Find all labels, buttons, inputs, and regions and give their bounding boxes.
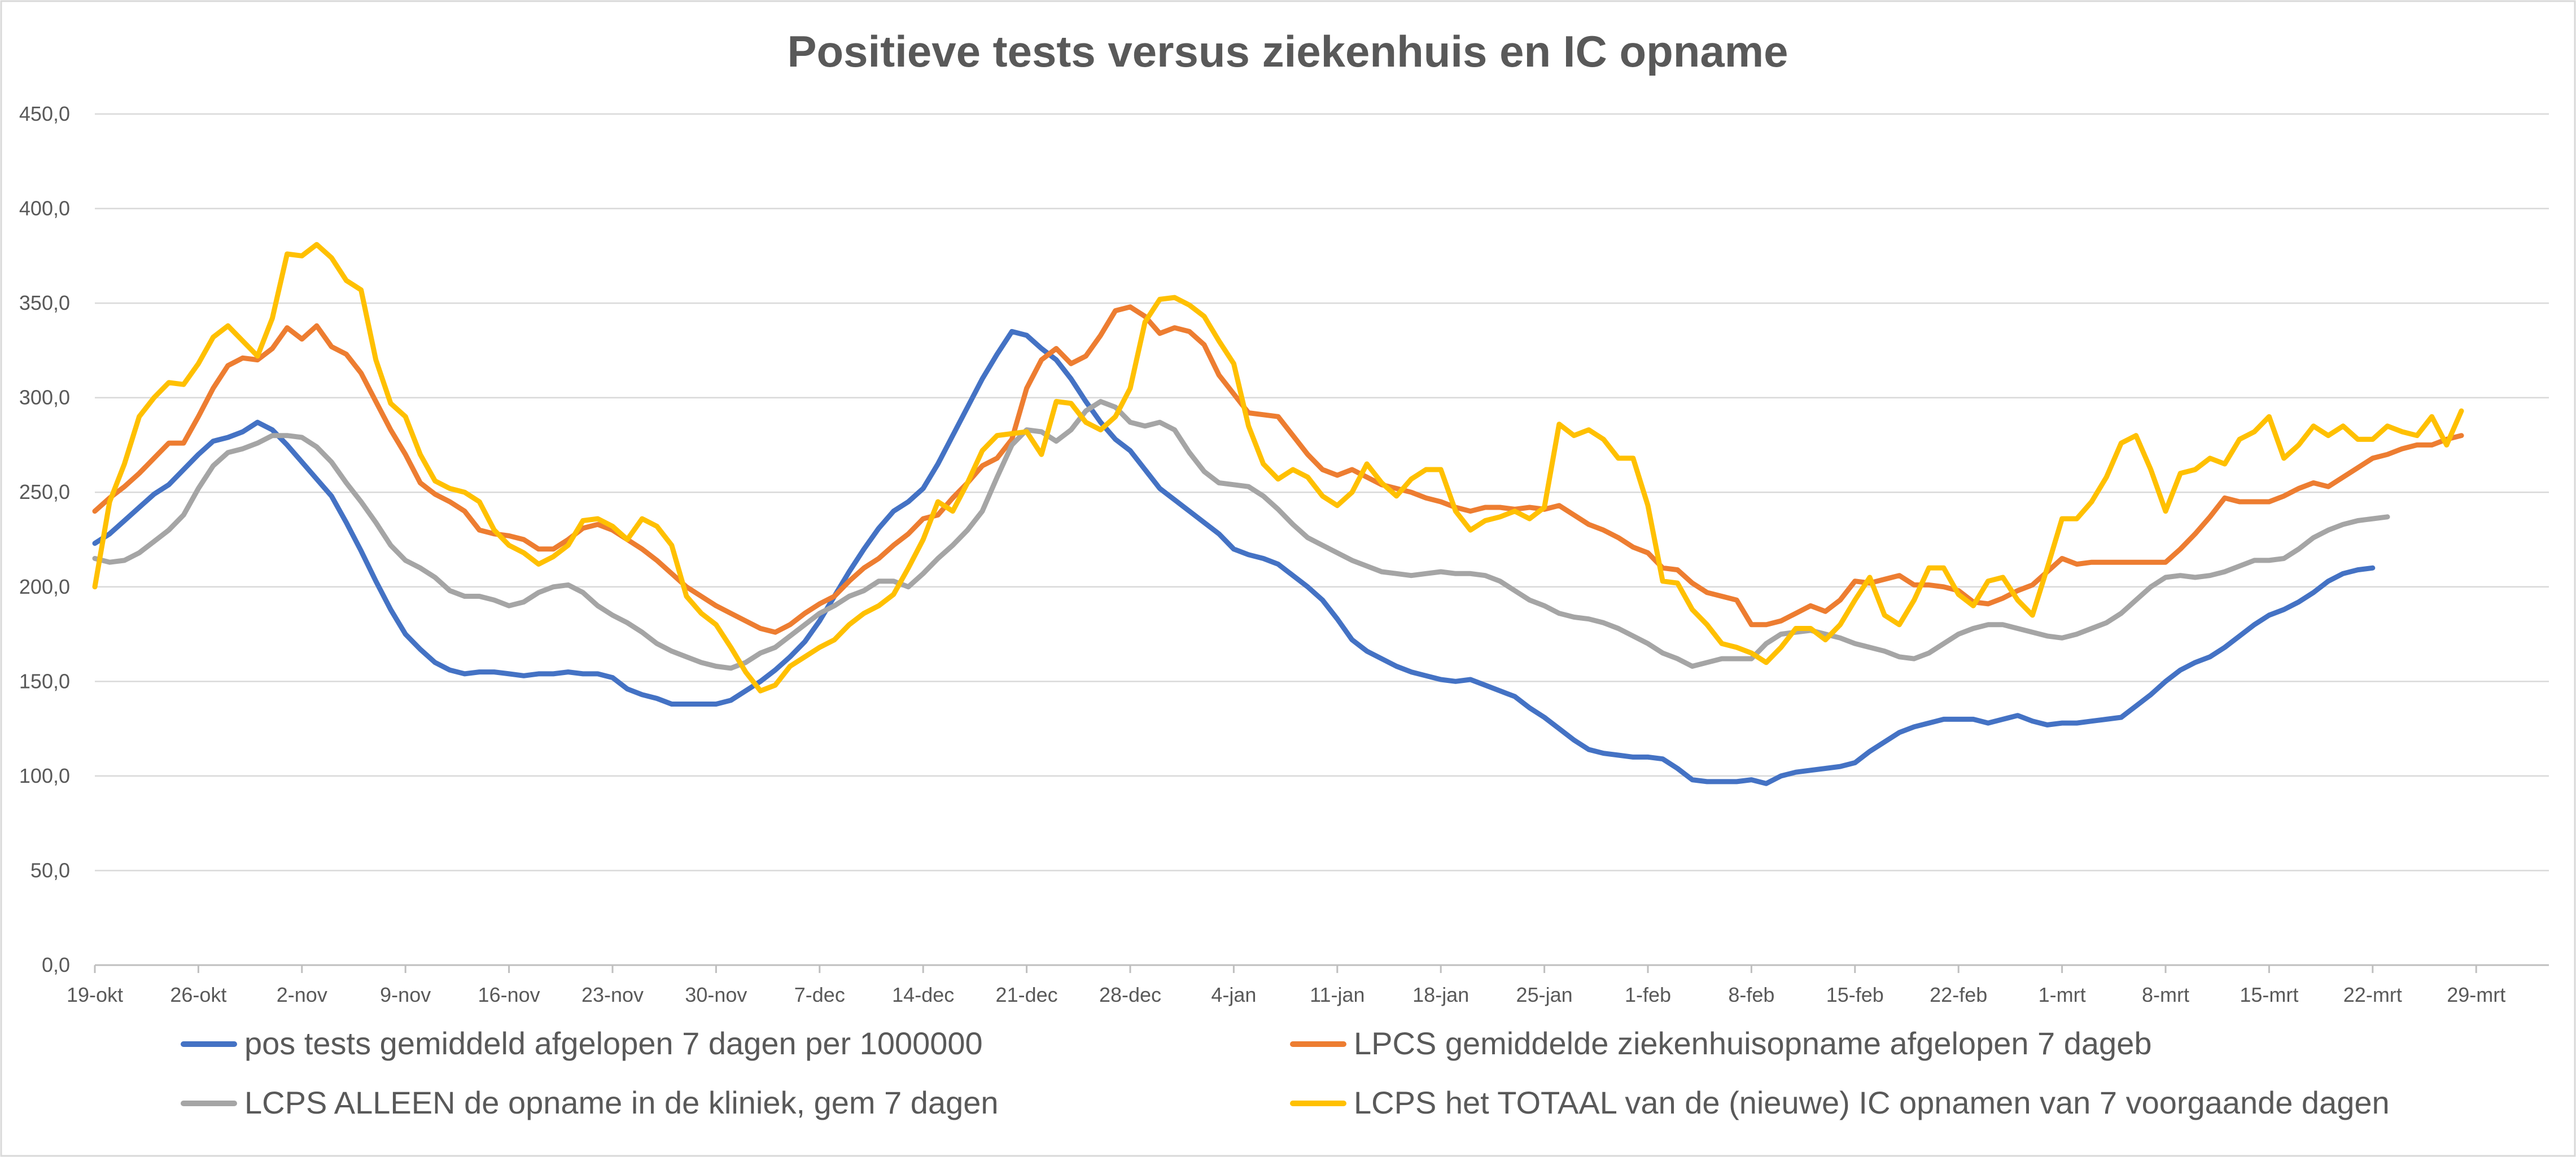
y-axis-tick-labels: 0,0 50,0 100,0 150,0 200,0 250,0 300,0 350,0 400… — [19, 102, 70, 976]
x-tick-label: 11-jan — [1310, 983, 1364, 1006]
series-lines — [92, 242, 2464, 786]
x-tick-label: 22-feb — [1930, 983, 1987, 1006]
y-tick-label: 0,0 — [42, 953, 70, 976]
x-tick-label: 25-jan — [1516, 983, 1573, 1006]
legend: pos tests gemiddeld afgelopen 7 dagen pe… — [181, 1025, 2390, 1120]
gridlines — [95, 113, 2549, 966]
chart-title: Positieve tests versus ziekenhuis en IC … — [787, 27, 1788, 76]
legend-label: pos tests gemiddeld afgelopen 7 dagen pe… — [244, 1025, 983, 1061]
x-tick-label: 30-nov — [685, 983, 747, 1006]
x-tick-label: 15-feb — [1826, 983, 1884, 1006]
series-line-2 — [92, 304, 2464, 635]
x-tick-label: 19-okt — [67, 983, 123, 1006]
y-tick-label: 50,0 — [30, 858, 70, 882]
y-tick-label: 250,0 — [19, 480, 70, 503]
x-tick-label: 16-nov — [478, 983, 540, 1006]
y-tick-label: 300,0 — [19, 386, 70, 409]
x-tick-label: 1-mrt — [2039, 983, 2086, 1006]
x-tick-label: 22-mrt — [2343, 983, 2402, 1006]
x-tick-label: 7-dec — [794, 983, 845, 1006]
y-tick-label: 150,0 — [19, 669, 70, 693]
x-tick-label: 1-feb — [1625, 983, 1671, 1006]
x-tick-label: 26-okt — [170, 983, 226, 1006]
x-tick-label: 8-mrt — [2142, 983, 2189, 1006]
x-tick-label: 15-mrt — [2240, 983, 2298, 1006]
y-tick-label: 400,0 — [19, 197, 70, 220]
series-line-3 — [92, 398, 2390, 671]
x-tick-label: 8-feb — [1728, 983, 1774, 1006]
x-tick-label: 29-mrt — [2447, 983, 2505, 1006]
x-tick-label: 9-nov — [380, 983, 431, 1006]
x-tick-label: 18-jan — [1412, 983, 1469, 1006]
series-line-4 — [92, 242, 2464, 694]
x-tick-label: 2-nov — [277, 983, 327, 1006]
legend-label: LCPS het TOTAAL van de (nieuwe) IC opnam… — [1354, 1085, 2390, 1120]
x-tick-label: 14-dec — [892, 983, 954, 1006]
x-tick-label: 23-nov — [581, 983, 644, 1006]
y-tick-label: 350,0 — [19, 291, 70, 314]
x-axis-tick-labels: 19-okt 26-okt 2-nov 9-nov 16-nov 23-nov 30-nov… — [67, 965, 2505, 1006]
legend-label: LPCS gemiddelde ziekenhuisopname afgelop… — [1354, 1025, 2151, 1061]
x-tick-label: 4-jan — [1211, 983, 1256, 1006]
y-tick-label: 100,0 — [19, 764, 70, 787]
legend-label: LCPS ALLEEN de opname in de kliniek, gem… — [244, 1085, 999, 1120]
x-tick-label: 21-dec — [996, 983, 1058, 1006]
y-tick-label: 200,0 — [19, 575, 70, 598]
y-tick-label: 450,0 — [19, 102, 70, 125]
series-line-1 — [92, 328, 2376, 786]
x-tick-label: 28-dec — [1099, 983, 1161, 1006]
